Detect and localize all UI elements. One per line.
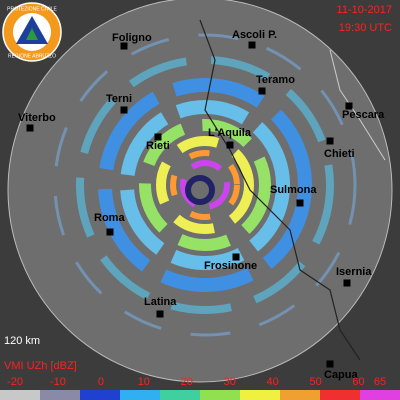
region-border <box>199 19 361 361</box>
city-marker <box>296 199 304 207</box>
city-label: Isernia <box>336 266 372 278</box>
legend-tick-label: 30 <box>224 376 236 388</box>
time: 19:30 UTC <box>339 22 392 34</box>
city-label: Frosinone <box>204 260 257 272</box>
city-marker <box>258 87 266 95</box>
date: 11-10-2017 <box>337 4 392 16</box>
legend-tick-label: -20 <box>7 376 23 388</box>
legend-tick-label: 40 <box>267 376 279 388</box>
radar-range-ring <box>7 0 393 383</box>
city-label: Latina <box>144 296 177 308</box>
city-marker <box>326 360 334 368</box>
radar-coverage <box>8 0 392 382</box>
city-marker <box>26 124 34 132</box>
city-label: L'Aquila <box>208 127 252 139</box>
city-marker <box>154 133 162 141</box>
logo: PROTEZIONE CIVILE REGIONE ABRUZZO <box>2 2 62 62</box>
city-label: Roma <box>94 212 125 224</box>
logo-tree <box>26 28 38 40</box>
legend-tick-label: 65 <box>374 376 386 388</box>
city-label: Pescara <box>342 109 385 121</box>
city-label: Sulmona <box>270 184 317 196</box>
city-marker <box>120 42 128 50</box>
legend-tick-label: -10 <box>50 376 66 388</box>
legend-tick-label: 0 <box>98 376 104 388</box>
legend-tick-label: 20 <box>181 376 193 388</box>
city-marker <box>345 102 353 110</box>
city-label: Ascoli P. <box>232 29 277 41</box>
city-label: Rieti <box>146 140 170 152</box>
city-marker <box>343 279 351 287</box>
city-marker <box>326 137 334 145</box>
legend-tick-label: 50 <box>309 376 321 388</box>
city-marker <box>232 253 240 261</box>
city-label: Teramo <box>256 74 295 86</box>
range-label: 120 km <box>4 335 40 347</box>
logo-top-text: PROTEZIONE CIVILE <box>7 6 57 12</box>
city-label: Terni <box>106 93 132 105</box>
city-marker <box>120 106 128 114</box>
city-marker <box>156 310 164 318</box>
city-marker <box>226 141 234 149</box>
legend-title: VMI UZh [dBZ] <box>4 360 77 372</box>
city-label: Capua <box>324 369 359 381</box>
city-label: Foligno <box>112 32 152 44</box>
city-marker <box>106 228 114 236</box>
city-label: Viterbo <box>18 112 56 124</box>
city-label: Chieti <box>324 148 355 160</box>
city-marker <box>248 41 256 49</box>
colorbar <box>0 390 400 400</box>
legend-tick-label: 60 <box>352 376 364 388</box>
logo-bottom-text: REGIONE ABRUZZO <box>8 53 56 59</box>
legend-tick-label: 10 <box>138 376 150 388</box>
